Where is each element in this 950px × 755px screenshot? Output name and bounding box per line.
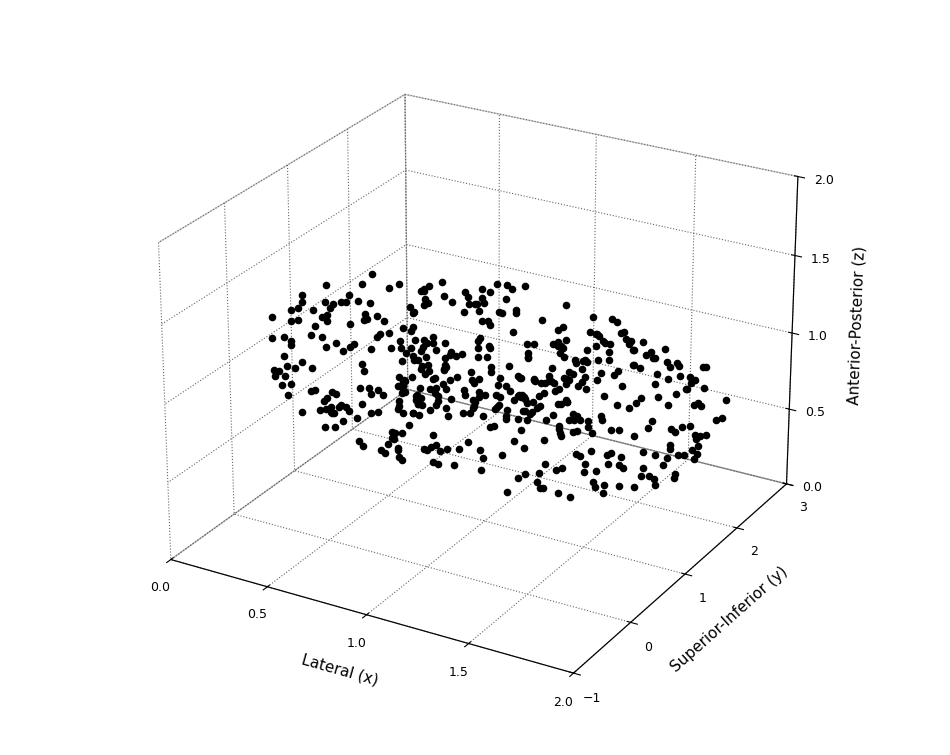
X-axis label: Lateral (x): Lateral (x): [300, 652, 380, 688]
Y-axis label: Superior-Inferior (y): Superior-Inferior (y): [668, 563, 790, 675]
